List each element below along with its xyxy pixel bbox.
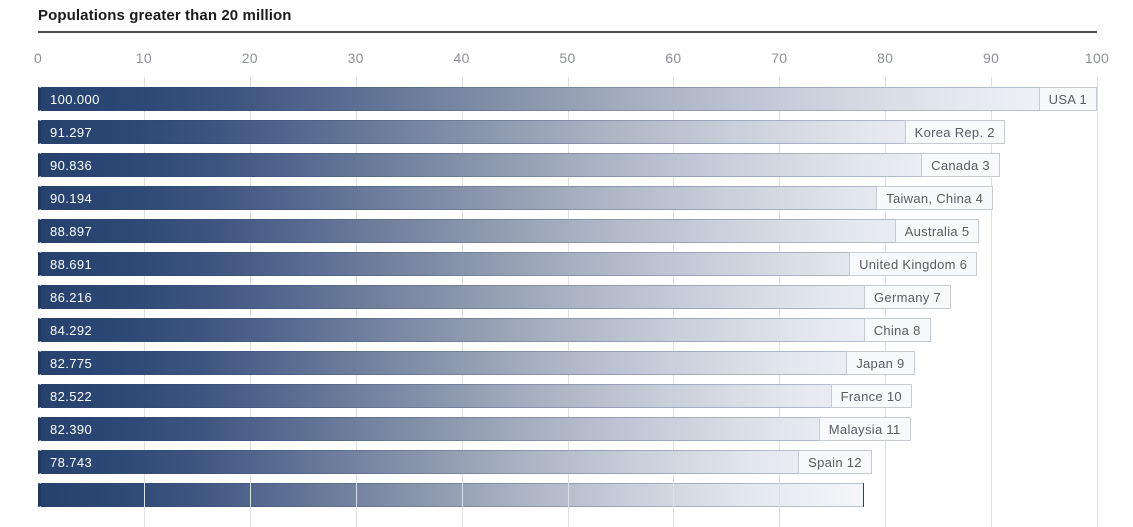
bar-row: 82.775 Japan 9 xyxy=(38,351,1097,375)
bar: 90.194 Taiwan, China 4 xyxy=(38,186,994,210)
bar-row: 88.897 Australia 5 xyxy=(38,219,1097,243)
country-label-box: Germany 7 xyxy=(864,285,952,309)
country-label-box: United Kingdom 6 xyxy=(849,252,978,276)
bar-row: 91.297 Korea Rep. 2 xyxy=(38,120,1097,144)
country-label-box: Malaysia 11 xyxy=(818,417,911,441)
x-axis-tick-label: 50 xyxy=(559,50,576,66)
country-label-box: Australia 5 xyxy=(894,219,980,243)
bar: 88.897 Australia 5 xyxy=(38,219,980,243)
bar-row: 82.390 Malaysia 11 xyxy=(38,417,1097,441)
bar: 82.522 France 10 xyxy=(38,384,912,408)
bar-value: 84.292 xyxy=(50,322,93,338)
country-label-box: Japan 9 xyxy=(846,351,915,375)
country-label-box: Canada 3 xyxy=(921,153,1000,177)
gridline xyxy=(991,77,993,527)
country-label-box: Korea Rep. 2 xyxy=(904,120,1005,144)
bar-value: 82.522 xyxy=(50,388,93,404)
bar: 82.775 Japan 9 xyxy=(38,351,915,375)
bar-value: 86.216 xyxy=(50,289,93,305)
bar: 100.000 USA 1 xyxy=(38,87,1097,111)
bar-row: 78.743 Spain 12 xyxy=(38,450,1097,474)
x-axis-tick-label: 40 xyxy=(453,50,470,66)
bar-value: 90.836 xyxy=(50,157,93,173)
bar: 90.836 Canada 3 xyxy=(38,153,1000,177)
country-label-box: USA 1 xyxy=(1038,87,1097,111)
bar: 82.390 Malaysia 11 xyxy=(38,417,911,441)
country-label-box: France 10 xyxy=(830,384,912,408)
bar-value: 78.743 xyxy=(50,454,93,470)
country-label-box: China 8 xyxy=(863,318,931,342)
x-axis-tick-label: 100 xyxy=(1084,50,1110,66)
x-axis-tick-label: 90 xyxy=(983,50,1000,66)
bar-value: 82.775 xyxy=(50,355,93,371)
chart-title: Populations greater than 20 million xyxy=(38,7,292,24)
x-axis-tick-label: 10 xyxy=(135,50,152,66)
title-rule xyxy=(38,31,1097,33)
bar-row: 100.000 USA 1 xyxy=(38,87,1097,111)
bar-row: 84.292 China 8 xyxy=(38,318,1097,342)
country-label-box: Spain 12 xyxy=(798,450,872,474)
gridline xyxy=(1097,77,1098,527)
bar-row: 90.194 Taiwan, China 4 xyxy=(38,186,1097,210)
bar-value: 82.390 xyxy=(50,421,93,437)
x-axis-tick-label: 70 xyxy=(771,50,788,66)
plot-area: 100.000 USA 1 91.297 Korea Rep. 2 90.836 Cana… xyxy=(38,77,1098,527)
bar-row: 90.836 Canada 3 xyxy=(38,153,1097,177)
bar: 78.743 Spain 12 xyxy=(38,450,872,474)
bar: 86.216 Germany 7 xyxy=(38,285,952,309)
x-axis-tick-label: 60 xyxy=(665,50,682,66)
x-axis-tick-label: 0 xyxy=(33,50,43,66)
bar-row: 88.691 United Kingdom 6 xyxy=(38,252,1097,276)
x-axis-tick-label: 30 xyxy=(347,50,364,66)
bar: 91.297 Korea Rep. 2 xyxy=(38,120,1005,144)
x-axis: 0 10 20 30 40 50 60 70 80 90 100 xyxy=(34,33,1109,77)
bar-value: 88.691 xyxy=(50,256,93,272)
bar-value: 91.297 xyxy=(50,124,93,140)
x-axis-tick-label: 80 xyxy=(877,50,894,66)
bar: 84.292 China 8 xyxy=(38,318,931,342)
country-label-box: Taiwan, China 4 xyxy=(876,186,994,210)
bar-row: 82.522 France 10 xyxy=(38,384,1097,408)
bar-chart: Populations greater than 20 million 0 10 2… xyxy=(34,7,1109,527)
bar-value: 100.000 xyxy=(50,91,100,107)
bar-value: 90.194 xyxy=(50,190,93,206)
bar: 88.691 United Kingdom 6 xyxy=(38,252,978,276)
x-axis-tick-label: 20 xyxy=(241,50,258,66)
bar-row: 86.216 Germany 7 xyxy=(38,285,1097,309)
bar-value: 88.897 xyxy=(50,223,93,239)
